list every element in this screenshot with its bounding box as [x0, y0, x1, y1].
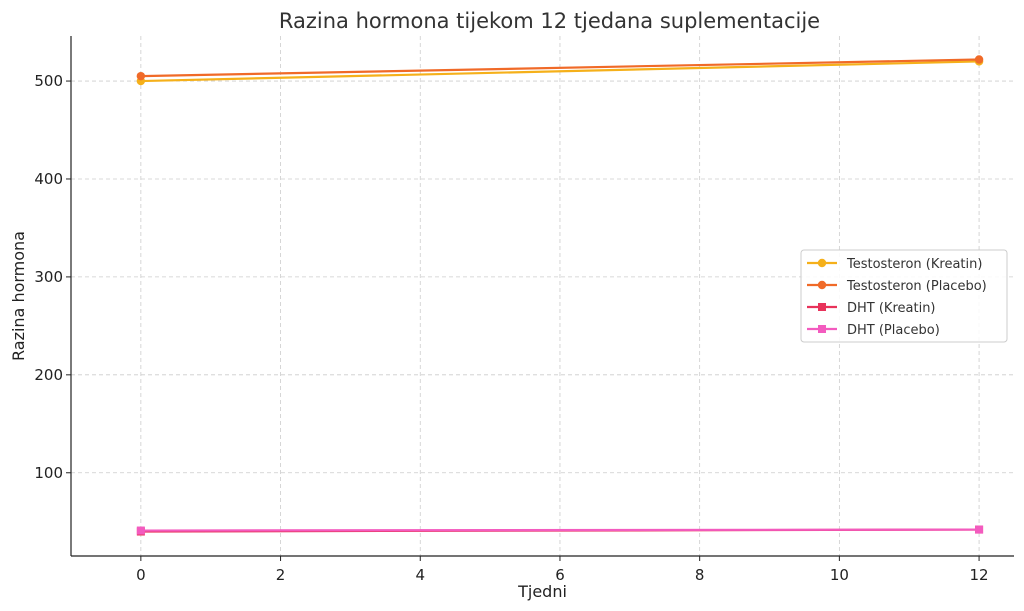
legend-label: Testosteron (Kreatin): [846, 257, 982, 272]
legend: Testosteron (Kreatin) Testosteron (Placeb…: [800, 249, 1008, 343]
data-point: [975, 525, 984, 534]
x-tick-label: 2: [276, 566, 286, 584]
series-4: [136, 525, 984, 535]
legend-marker: [818, 303, 826, 311]
tick-labels: 0 2 4 6 8 10 12 100 200 300 400 500: [34, 72, 988, 584]
axes: [70, 36, 1014, 557]
x-tick-label: 6: [555, 566, 565, 584]
chart-title: Razina hormona tijekom 12 tjedana suplem…: [279, 9, 820, 33]
legend-entry: DHT (Placebo): [807, 323, 940, 338]
y-tick-label: 200: [34, 366, 63, 384]
y-tick-label: 300: [34, 268, 63, 286]
legend-box: [800, 249, 1008, 343]
x-tick-label: 0: [136, 566, 146, 584]
x-tick-label: 8: [695, 566, 705, 584]
data-point: [136, 71, 146, 81]
series-2: [136, 55, 984, 81]
data-point: [136, 526, 145, 535]
y-axis-title: Razina hormona: [9, 231, 28, 361]
legend-label: DHT (Placebo): [847, 323, 940, 338]
legend-marker: [818, 325, 826, 333]
legend-marker: [817, 258, 827, 268]
legend-entry: Testosteron (Kreatin): [807, 257, 982, 272]
x-tick-label: 10: [830, 566, 849, 584]
x-axis-title: Tjedni: [517, 582, 567, 601]
legend-entry: DHT (Kreatin): [807, 301, 936, 316]
data-point: [974, 55, 984, 64]
series-line: [140, 60, 980, 83]
y-tick-label: 100: [34, 464, 63, 482]
y-tick-label: 400: [34, 170, 63, 188]
legend-label: Testosteron (Placebo): [846, 279, 987, 294]
legend-label: DHT (Kreatin): [847, 301, 936, 316]
y-tick-label: 500: [34, 72, 63, 90]
series-line: [140, 58, 980, 78]
legend-marker: [817, 280, 827, 290]
x-tick-label: 12: [970, 566, 989, 584]
plot-area: [136, 55, 984, 536]
legend-entry: Testosteron (Placebo): [807, 279, 987, 294]
series-line: [140, 528, 980, 532]
x-tick-label: 4: [415, 566, 425, 584]
